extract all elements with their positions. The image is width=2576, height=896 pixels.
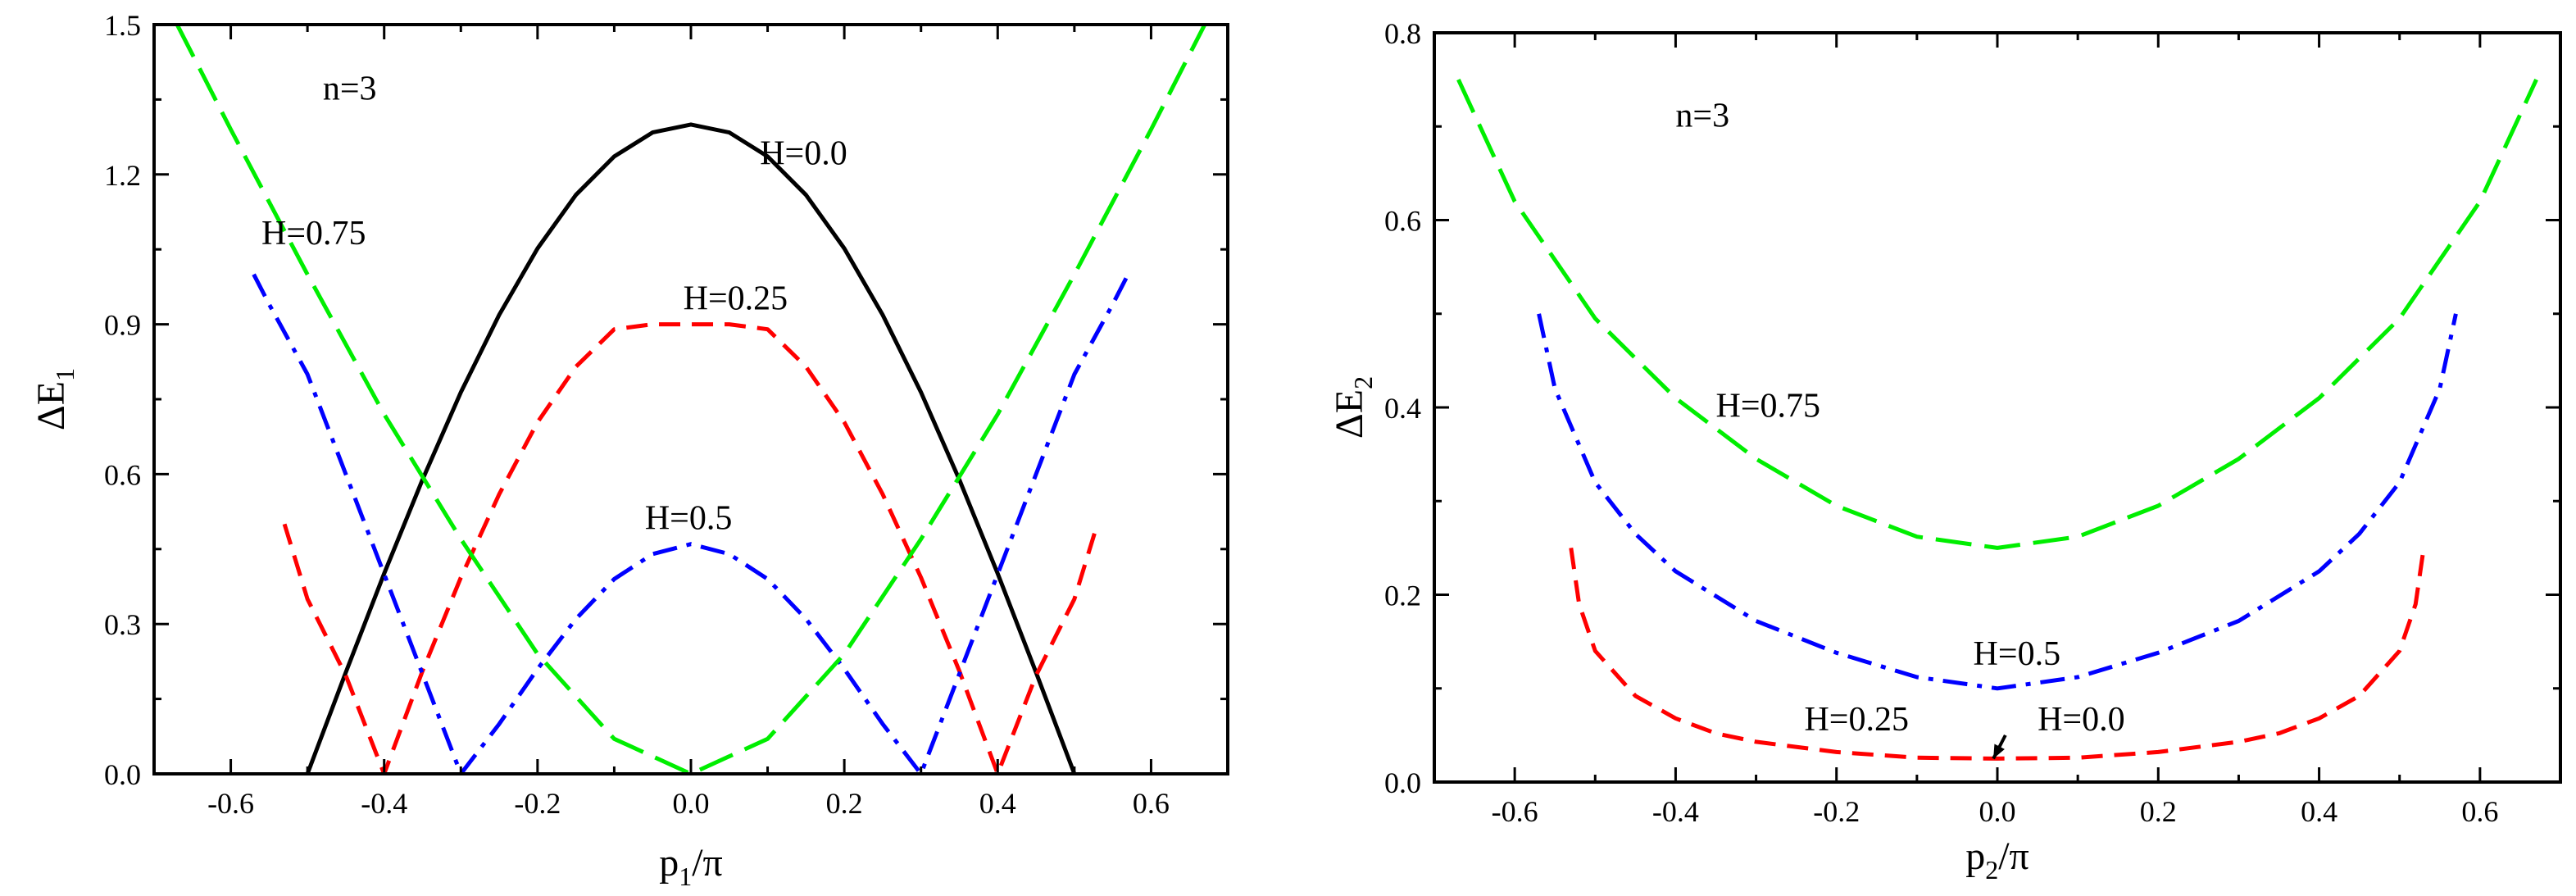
y-axis-label: ΔE1 — [30, 368, 80, 430]
series-line-2 — [252, 273, 1130, 774]
y-tick-label: 0.4 — [1384, 392, 1421, 425]
y-tick-label: 0.6 — [1384, 205, 1421, 238]
x-tick-label: 0.2 — [826, 787, 863, 820]
annotation-label: H=0.75 — [261, 215, 366, 252]
x-tick-label: -0.4 — [1652, 795, 1699, 828]
y-tick-label: 0.8 — [1384, 17, 1421, 50]
x-tick-label: 0.0 — [673, 787, 710, 820]
series-line-1 — [282, 322, 1100, 774]
x-tick-label: 0.4 — [979, 787, 1016, 820]
annotation-label: H=0.0 — [2038, 701, 2125, 739]
y-axis-label: ΔE2 — [1328, 376, 1378, 439]
right-chart: -0.6 -0.4 -0.2 0.0 0.2 0.4 0.60.00.20.40.60.8 … — [1328, 17, 2562, 885]
series-line-2 — [1456, 79, 2538, 550]
x-tick-label: 0.6 — [2461, 795, 2498, 828]
x-axis-label: p1/π — [659, 841, 723, 891]
x-tick-label: -0.6 — [1492, 795, 1538, 828]
y-tick-label: 1.5 — [104, 9, 141, 42]
annotation-label: H=0.25 — [1804, 701, 1909, 739]
annotation-label: H=0.0 — [760, 135, 847, 173]
series-line-0 — [305, 122, 1077, 774]
y-tick-label: 0.2 — [1384, 580, 1421, 612]
x-tick-label: 0.6 — [1133, 787, 1170, 820]
x-tick-label: -0.2 — [514, 787, 561, 820]
x-axis-label: p2/π — [1965, 835, 2029, 885]
left-chart: -0.6 -0.4 -0.2 0.0 0.2 0.4 0.6 0.0 0.3 0.6 0.9 1.2 1… — [30, 9, 1229, 891]
x-tick-label: -0.4 — [361, 787, 407, 820]
y-tick-label: 1.2 — [104, 159, 141, 192]
annotation-arrowhead — [1993, 744, 2005, 759]
y-tick-label: 0.0 — [1384, 766, 1421, 799]
x-tick-label: 0.4 — [2301, 795, 2337, 828]
x-tick-label: 0.0 — [1979, 795, 2016, 828]
annotation-label: H=0.75 — [1716, 387, 1821, 425]
x-tick-label: -0.2 — [1813, 795, 1860, 828]
y-tick-label: 0.3 — [104, 608, 141, 641]
annotation-label: n=3 — [323, 70, 377, 107]
x-tick-label: 0.2 — [2140, 795, 2177, 828]
annotation-label: H=0.25 — [684, 280, 788, 317]
annotation-label: n=3 — [1675, 97, 1729, 134]
y-tick-label: 0.6 — [104, 458, 141, 491]
annotation-label: H=0.5 — [645, 499, 733, 537]
y-tick-label: 0.9 — [104, 309, 141, 342]
series-line-3 — [175, 25, 1207, 774]
series-line-0 — [1569, 548, 2426, 761]
x-tick-label: -0.6 — [207, 787, 254, 820]
series-line-1 — [1537, 313, 2458, 691]
y-tick-label: 0.0 — [104, 758, 141, 791]
annotation-label: H=0.5 — [1974, 635, 2061, 673]
